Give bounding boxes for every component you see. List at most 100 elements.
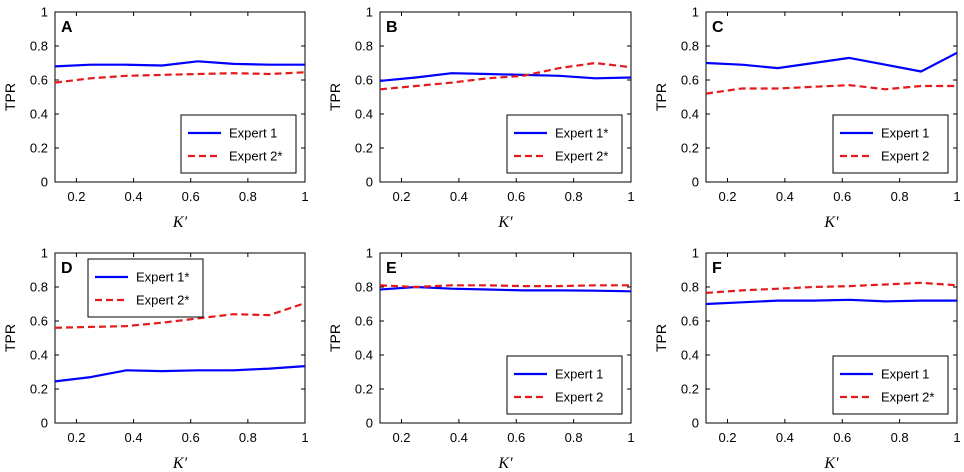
y-tick-label: 1 xyxy=(692,5,699,20)
x-tick-label: 0.2 xyxy=(67,189,85,204)
legend-label-2: Expert 2* xyxy=(136,293,189,308)
series-line-1 xyxy=(705,51,958,73)
x-tick-label: 0.4 xyxy=(125,189,143,204)
legend-label-1: Expert 1 xyxy=(555,367,603,382)
plot-frame xyxy=(54,252,306,424)
x-axis-label: K′ xyxy=(823,214,839,231)
plot-frame xyxy=(379,11,632,183)
y-tick-label: 1 xyxy=(41,5,48,20)
y-axis-label: TPR xyxy=(327,83,343,111)
y-tick-label: 0.4 xyxy=(681,107,699,122)
y-tick-label: 0.2 xyxy=(355,141,373,156)
x-tick-label: 0.4 xyxy=(450,430,468,445)
y-tick-label: 0 xyxy=(692,175,699,190)
series-line-2 xyxy=(705,281,958,294)
legend: Expert 1 Expert 2 xyxy=(832,114,949,174)
series-line-1 xyxy=(379,72,632,82)
x-tick-label: 0.2 xyxy=(392,430,410,445)
x-tick-label: 0.8 xyxy=(239,430,257,445)
plot-frame xyxy=(705,11,958,183)
panel-label: E xyxy=(386,260,397,277)
x-tick-label: 0.4 xyxy=(125,430,143,445)
x-tick-label: 1 xyxy=(953,430,960,445)
x-tick-label: 0.4 xyxy=(776,430,794,445)
chart-panel-b: 0 0.2 0.4 0.6 0.8 1 0.2 0.4 0.6 0.8 1 TPR K′ B Expert … xyxy=(327,5,635,232)
series-line-2 xyxy=(54,302,306,329)
y-tick-label: 0.8 xyxy=(30,280,48,295)
y-tick-label: 0.6 xyxy=(355,314,373,329)
panel-label: A xyxy=(61,19,73,36)
y-tick-label: 0.4 xyxy=(30,107,48,122)
y-tick-label: 0.4 xyxy=(30,348,48,363)
y-axis-label: TPR xyxy=(653,324,669,352)
legend-box xyxy=(87,258,204,318)
x-tick-label: 0.4 xyxy=(776,189,794,204)
legend-label-1: Expert 1* xyxy=(136,270,189,285)
y-tick-label: 0 xyxy=(41,416,48,431)
y-tick-label: 0.4 xyxy=(355,107,373,122)
legend-box xyxy=(832,355,949,415)
legend-label-1: Expert 1 xyxy=(229,126,277,141)
legend: Expert 1 Expert 2* xyxy=(832,355,949,415)
chart-panel-d: 0 0.2 0.4 0.6 0.8 1 0.2 0.4 0.6 0.8 1 TPR K′ D Expert … xyxy=(2,246,309,472)
legend-label-2: Expert 2* xyxy=(555,149,608,164)
legend: Expert 1 Expert 2 xyxy=(506,355,623,415)
x-axis-label: K′ xyxy=(497,455,513,472)
x-tick-label: 0.6 xyxy=(833,430,851,445)
series-line-1 xyxy=(54,365,306,383)
legend: Expert 1* Expert 2* xyxy=(87,258,204,318)
x-tick-label: 0.6 xyxy=(833,189,851,204)
x-tick-label: 0.6 xyxy=(507,430,525,445)
series-line-1 xyxy=(54,60,305,68)
y-tick-label: 0.2 xyxy=(30,141,48,156)
legend-label-2: Expert 2* xyxy=(229,149,282,164)
y-tick-label: 1 xyxy=(692,246,699,261)
x-tick-label: 0.8 xyxy=(891,189,909,204)
y-tick-label: 0.2 xyxy=(681,141,699,156)
y-tick-label: 1 xyxy=(366,246,373,261)
y-tick-label: 0 xyxy=(366,175,373,190)
x-axis-label: K′ xyxy=(823,455,839,472)
y-axis-label: TPR xyxy=(653,83,669,111)
x-tick-label: 0.8 xyxy=(891,430,909,445)
chart-panel-a: 0 0.2 0.4 0.6 0.8 1 0.2 0.4 0.6 0.8 1 TPR K′ A Expert … xyxy=(2,5,309,232)
x-tick-label: 1 xyxy=(627,430,634,445)
legend-label-1: Expert 1* xyxy=(555,126,608,141)
y-tick-label: 0.2 xyxy=(30,382,48,397)
x-tick-label: 0.6 xyxy=(507,189,525,204)
legend-label-1: Expert 1 xyxy=(881,126,929,141)
y-tick-label: 0.4 xyxy=(681,348,699,363)
y-tick-label: 1 xyxy=(366,5,373,20)
legend-box xyxy=(506,355,623,415)
y-tick-label: 0.6 xyxy=(30,73,48,88)
y-tick-label: 0.6 xyxy=(30,314,48,329)
series-line-2 xyxy=(379,284,631,289)
chart-panel-c: 0 0.2 0.4 0.6 0.8 1 0.2 0.4 0.6 0.8 1 TPR K′ C Expert … xyxy=(653,5,961,232)
plot-frame xyxy=(705,252,958,424)
x-tick-label: 0.4 xyxy=(450,189,468,204)
chart-panel-f: 0 0.2 0.4 0.6 0.8 1 0.2 0.4 0.6 0.8 1 TPR K′ F Expert … xyxy=(653,246,961,472)
series-line-2 xyxy=(705,83,957,95)
x-tick-label: 0.2 xyxy=(718,189,736,204)
panel-label: B xyxy=(386,19,398,36)
series-line-2 xyxy=(54,71,306,84)
y-tick-label: 0.4 xyxy=(355,348,373,363)
y-tick-label: 0.8 xyxy=(355,39,373,54)
plot-frame xyxy=(379,252,632,424)
y-tick-label: 1 xyxy=(41,246,48,261)
y-axis-label: TPR xyxy=(2,324,18,352)
y-axis-label: TPR xyxy=(327,324,343,352)
series-line-1 xyxy=(379,285,632,293)
legend-label-2: Expert 2* xyxy=(881,390,934,405)
y-tick-label: 0.2 xyxy=(355,382,373,397)
x-axis-label: K′ xyxy=(172,214,188,231)
x-tick-label: 1 xyxy=(301,430,308,445)
x-tick-label: 0.2 xyxy=(392,189,410,204)
y-tick-label: 0.8 xyxy=(681,280,699,295)
y-axis-label: TPR xyxy=(2,83,18,111)
x-tick-label: 0.8 xyxy=(565,430,583,445)
panel-label: F xyxy=(712,260,722,277)
y-tick-label: 0.8 xyxy=(30,39,48,54)
x-tick-label: 1 xyxy=(301,189,308,204)
